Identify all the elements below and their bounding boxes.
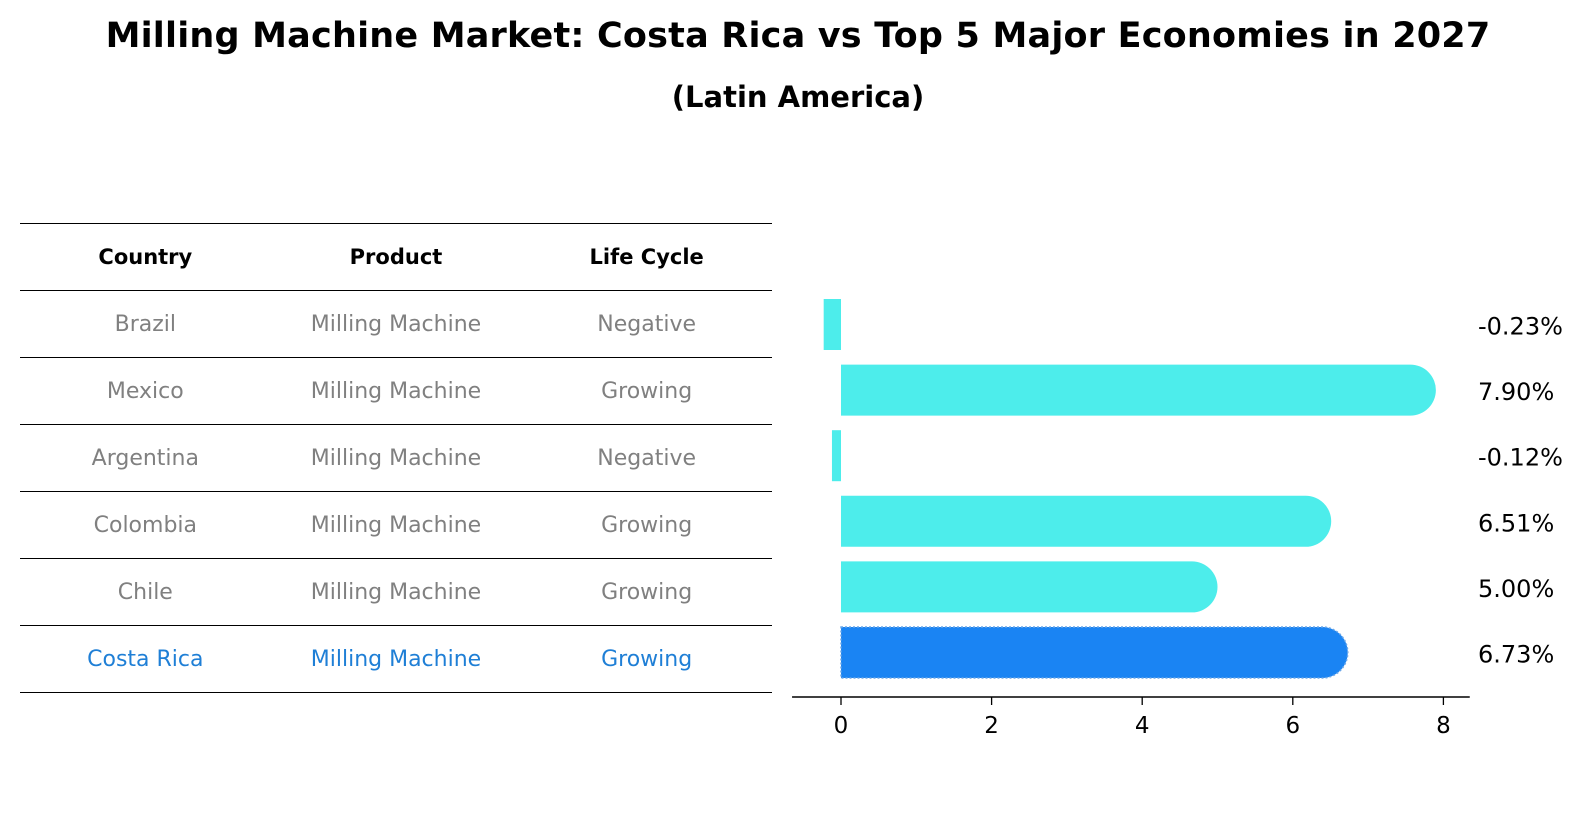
data-label: -0.12% [1478,444,1563,472]
bar-mexico [841,364,1436,416]
cell-country: Chile [20,558,271,626]
cell-life-cycle: Negative [521,290,772,358]
bar-costa-rica [840,626,1349,679]
header-country: Country [20,223,271,291]
table-row: Argentina Milling Machine Negative [20,424,772,492]
data-label: 6.73% [1478,641,1554,669]
table-row: Colombia Milling Machine Growing [20,491,772,559]
cell-life-cycle: Growing [521,491,772,559]
table-row: Brazil Milling Machine Negative [20,290,772,358]
chart-subtitle: (Latin America) [671,80,925,114]
x-tick-label: 8 [1436,713,1451,739]
x-tick-label: 0 [834,713,849,739]
cell-life-cycle: Growing [521,357,772,425]
cell-life-cycle: Growing [521,625,772,693]
cell-country: Argentina [20,424,271,492]
bar-colombia [841,495,1332,547]
data-label: 6.51% [1478,509,1554,537]
bar-argentina [831,430,841,482]
header-life-cycle: Life Cycle [521,223,772,291]
x-tick-label: 6 [1285,713,1300,739]
cell-product: Milling Machine [270,357,522,425]
chart-title: Milling Machine Market: Costa Rica vs To… [105,16,1491,56]
x-tick-label: 2 [984,713,999,739]
data-label: -0.23% [1478,313,1563,341]
table-row: Chile Milling Machine Growing [20,558,772,626]
data-label: 5.00% [1478,575,1554,603]
cell-product: Milling Machine [270,625,522,693]
cell-life-cycle: Negative [521,424,772,492]
cell-product: Milling Machine [270,290,522,358]
market-table: Country Product Life Cycle Brazil Millin… [20,223,772,693]
cell-life-cycle: Growing [521,558,772,626]
header-product: Product [270,223,522,291]
bar-brazil [823,299,841,350]
table-header-row: Country Product Life Cycle [20,223,772,291]
cell-country: Colombia [20,491,271,559]
cell-product: Milling Machine [270,558,522,626]
bar-chile [841,561,1218,613]
table-row-highlight: Costa Rica Milling Machine Growing [20,625,772,693]
cell-product: Milling Machine [270,424,522,492]
cell-country: Mexico [20,357,271,425]
data-label: 7.90% [1478,378,1554,406]
cell-country: Brazil [20,290,271,358]
table-row: Mexico Milling Machine Growing [20,357,772,425]
cell-country: Costa Rica [20,625,271,693]
x-tick-label: 4 [1135,713,1150,739]
cell-product: Milling Machine [270,491,522,559]
